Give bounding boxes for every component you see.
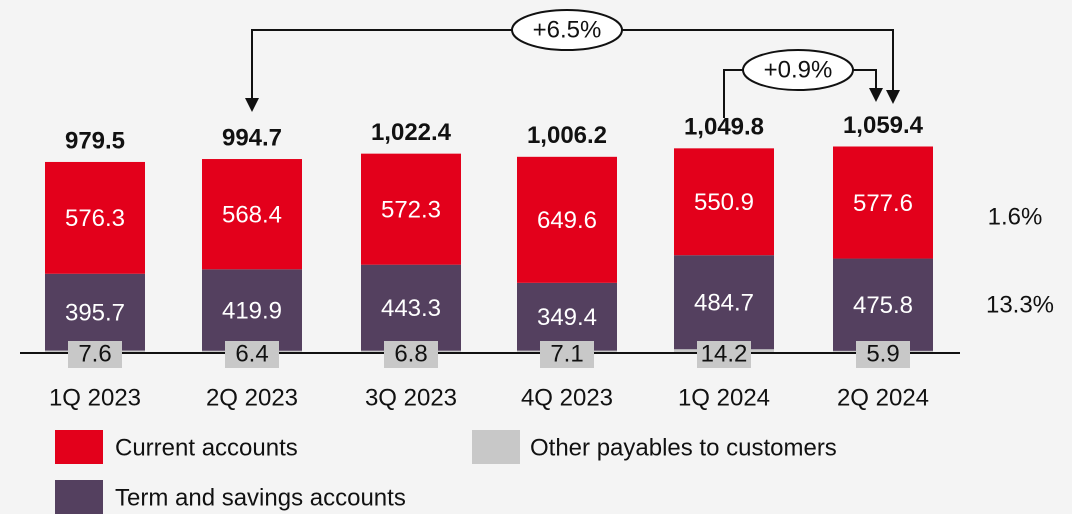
arrow-head	[886, 90, 900, 104]
annotation: +0.9%	[764, 56, 833, 83]
annotation: 1.6%	[988, 203, 1043, 230]
x-tick-label: 2Q 2023	[206, 384, 298, 411]
value-label: 572.3	[381, 197, 441, 224]
annotation: +6.5%	[533, 16, 602, 43]
value-label: 7.6	[78, 340, 111, 367]
value-label: 6.4	[235, 340, 268, 367]
bar-segment	[202, 159, 302, 270]
annotation: 13.3%	[986, 291, 1054, 318]
legend-label: Current accounts	[115, 434, 298, 461]
bar-segment	[674, 148, 774, 256]
value-label: 576.3	[65, 205, 125, 232]
x-tick-label: 3Q 2023	[365, 384, 457, 411]
value-label: 14.2	[701, 340, 748, 367]
value-label: 475.8	[853, 292, 913, 319]
bar-segment	[517, 282, 617, 351]
x-tick-label: 1Q 2023	[49, 384, 141, 411]
legend-swatch	[55, 430, 103, 464]
total-label: 994.7	[222, 124, 282, 151]
x-tick-label: 4Q 2023	[521, 384, 613, 411]
value-label: 395.7	[65, 299, 125, 326]
total-label: 1,049.8	[684, 114, 764, 141]
legend-swatch	[472, 430, 520, 464]
bar-segment	[674, 255, 774, 350]
value-label: 349.4	[537, 304, 597, 331]
arrow-head	[869, 88, 883, 102]
value-label-box	[540, 341, 594, 368]
bar-segment	[45, 161, 145, 274]
bar-segment	[833, 146, 933, 259]
total-label: 1,059.4	[843, 112, 924, 139]
value-label-box	[384, 341, 438, 368]
annotation-bubble	[742, 49, 854, 91]
value-label: 5.9	[866, 340, 899, 367]
value-label: 577.6	[853, 190, 913, 217]
x-tick-label: 2Q 2024	[837, 384, 929, 411]
bar-segment	[517, 156, 617, 283]
total-label: 1,022.4	[371, 119, 452, 146]
value-label-box	[856, 341, 910, 368]
bar-segment	[361, 264, 461, 351]
value-label: 568.4	[222, 202, 282, 229]
legend-label: Other payables to customers	[530, 434, 837, 461]
value-label-box	[225, 341, 279, 368]
legend-label: Term and savings accounts	[115, 484, 406, 511]
bar-segment	[361, 153, 461, 265]
value-label: 6.8	[394, 340, 427, 367]
total-label: 979.5	[65, 127, 125, 154]
annotation-bubble	[511, 9, 623, 51]
value-label: 550.9	[694, 189, 754, 216]
value-label: 484.7	[694, 290, 754, 317]
bar-segment	[45, 273, 145, 351]
bar-segment	[202, 269, 302, 351]
value-label: 419.9	[222, 297, 282, 324]
value-label-box	[697, 341, 751, 368]
value-label: 7.1	[550, 340, 583, 367]
arrow-head	[245, 98, 259, 112]
value-label-box	[68, 341, 122, 368]
value-label: 443.3	[381, 295, 441, 322]
legend-swatch	[55, 480, 103, 514]
bar-segment	[833, 258, 933, 351]
value-label: 649.6	[537, 207, 597, 234]
x-tick-label: 1Q 2024	[678, 384, 770, 411]
total-label: 1,006.2	[527, 122, 607, 149]
